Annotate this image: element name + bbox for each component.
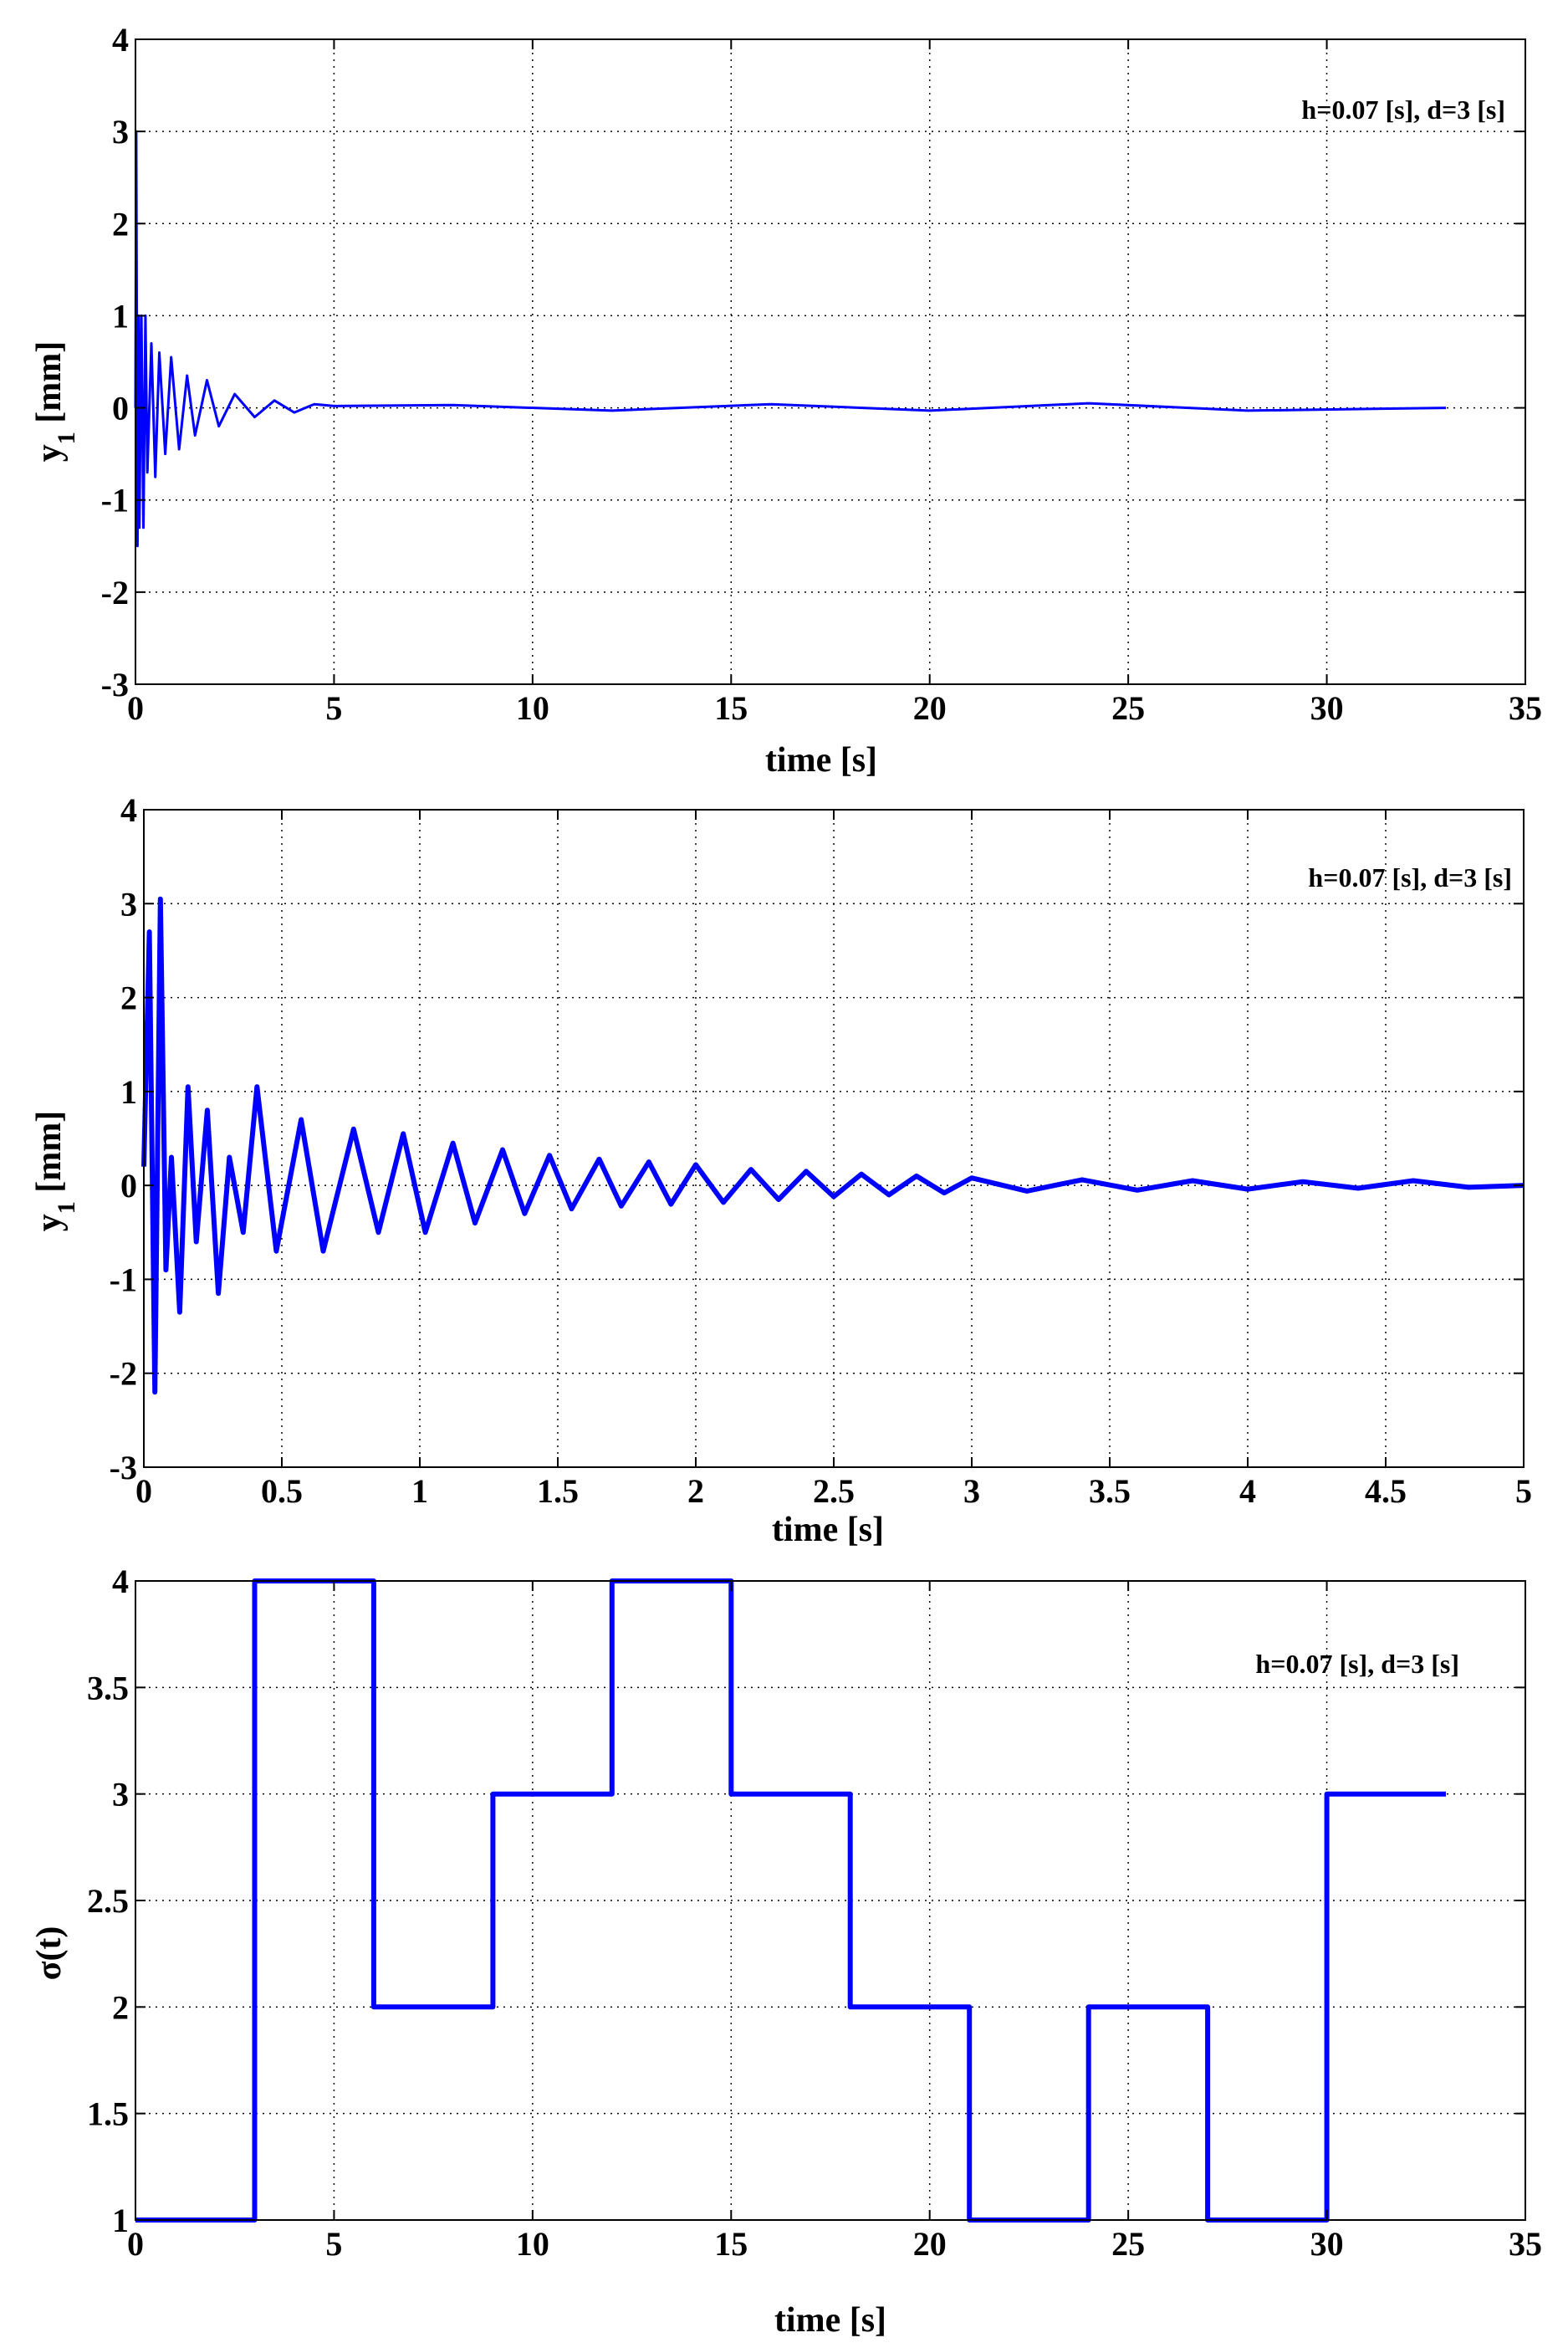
x-tick-label: 5	[1515, 1472, 1532, 1510]
x-tick-label: 3.5	[1089, 1472, 1131, 1510]
y-tick-label: 2	[120, 980, 137, 1017]
y-tick-label: -1	[101, 482, 129, 519]
y-tick-label: 4	[112, 1563, 129, 1600]
chart-panel-top: 0 5 10 15 20 25 30 35 -3 -2 -1 0 1 2 3 4 h=0.07 [s], d=…	[30, 21, 1542, 780]
annotation-text: h=0.07 [s], d=3 [s]	[1308, 862, 1512, 893]
series-line	[135, 1578, 1446, 2223]
x-tick-label: 30	[1310, 2225, 1344, 2263]
x-tick-label: 20	[913, 2225, 947, 2263]
series-line	[134, 130, 1447, 548]
y-axis-label: y1 [mm]	[30, 341, 80, 462]
y-tick-label: 4	[120, 791, 137, 829]
x-tick-label: 2	[687, 1472, 704, 1510]
x-tick-label: 10	[516, 689, 549, 727]
y-tick-label: -3	[110, 1449, 137, 1486]
y-tick-label: 2.5	[87, 1882, 129, 1920]
x-tick-label: 0	[127, 689, 144, 727]
x-tick-label: 0	[135, 1472, 152, 1510]
y-tick-label: 1.5	[87, 2095, 129, 2133]
x-tick-label: 35	[1509, 689, 1542, 727]
y-tick-label: -2	[101, 574, 129, 611]
x-tick-label: 0.5	[261, 1472, 303, 1510]
x-tick-label: 0	[127, 2225, 144, 2263]
x-tick-label: 1	[411, 1472, 428, 1510]
y-tick-label: -2	[110, 1355, 137, 1393]
plot-area: 0 0.5 1 1.5 2 2.5 3 3.5 4 4.5 5 -3 -2 -1 0 1 2 3 4	[110, 791, 1532, 1510]
annotation-text: h=0.07 [s], d=3 [s]	[1301, 95, 1505, 125]
y-axis-label: y1 [mm]	[30, 1111, 80, 1231]
y-tick-label: 1	[112, 297, 129, 335]
x-tick-label: 4.5	[1365, 1472, 1407, 1510]
x-tick-label: 3	[963, 1472, 980, 1510]
y-tick-label: 4	[112, 21, 129, 59]
y-tick-label: 1	[120, 1073, 137, 1111]
x-tick-label: 35	[1509, 2225, 1542, 2263]
x-axis-label: time [s]	[772, 1511, 884, 1549]
y-axis-label: σ(t)	[30, 1926, 69, 1981]
y-tick-label: 3.5	[87, 1669, 129, 1706]
y-tick-label: 3	[120, 885, 137, 923]
x-tick-label: 15	[714, 2225, 748, 2263]
series-line	[141, 896, 1525, 1395]
y-tick-label: 2	[112, 205, 129, 243]
y-tick-label: 0	[120, 1167, 137, 1205]
y-tick-label: 0	[112, 390, 129, 427]
y-tick-label: -1	[110, 1261, 137, 1298]
plot-area: 0 5 10 15 20 25 30 35 1 1.5 2 2.5 3 3.5 4	[87, 1563, 1542, 2263]
chart-panel-middle: 0 0.5 1 1.5 2 2.5 3 3.5 4 4.5 5 -3 -2 -1 0 1 2 3 4 h=0.07 …	[30, 791, 1532, 1549]
x-tick-label: 1.5	[537, 1472, 579, 1510]
x-tick-label: 25	[1111, 689, 1145, 727]
x-tick-label: 5	[325, 2225, 342, 2263]
x-tick-label: 20	[913, 689, 947, 727]
x-tick-label: 10	[516, 2225, 549, 2263]
x-axis-label: time [s]	[774, 2301, 886, 2340]
x-tick-label: 15	[714, 689, 748, 727]
x-tick-label: 4	[1239, 1472, 1256, 1510]
x-axis-label: time [s]	[765, 741, 877, 780]
y-tick-label: 3	[112, 113, 129, 151]
x-tick-label: 25	[1111, 2225, 1145, 2263]
plot-background	[135, 39, 1525, 684]
y-tick-label: 3	[112, 1776, 129, 1813]
annotation-text: h=0.07 [s], d=3 [s]	[1255, 1649, 1459, 1679]
y-tick-label: 2	[112, 1988, 129, 2026]
plot-area: 0 5 10 15 20 25 30 35 -3 -2 -1 0 1 2 3 4	[101, 21, 1542, 727]
x-tick-label: 2.5	[813, 1472, 855, 1510]
x-tick-label: 30	[1310, 689, 1344, 727]
x-tick-label: 5	[325, 689, 342, 727]
chart-panel-bottom: 0 5 10 15 20 25 30 35 1 1.5 2 2.5 3 3.5 4 h=0.07 [s], …	[30, 1563, 1542, 2340]
axes-frame	[135, 38, 1526, 685]
y-tick-label: 1	[112, 2202, 129, 2239]
y-tick-label: -3	[101, 666, 129, 703]
